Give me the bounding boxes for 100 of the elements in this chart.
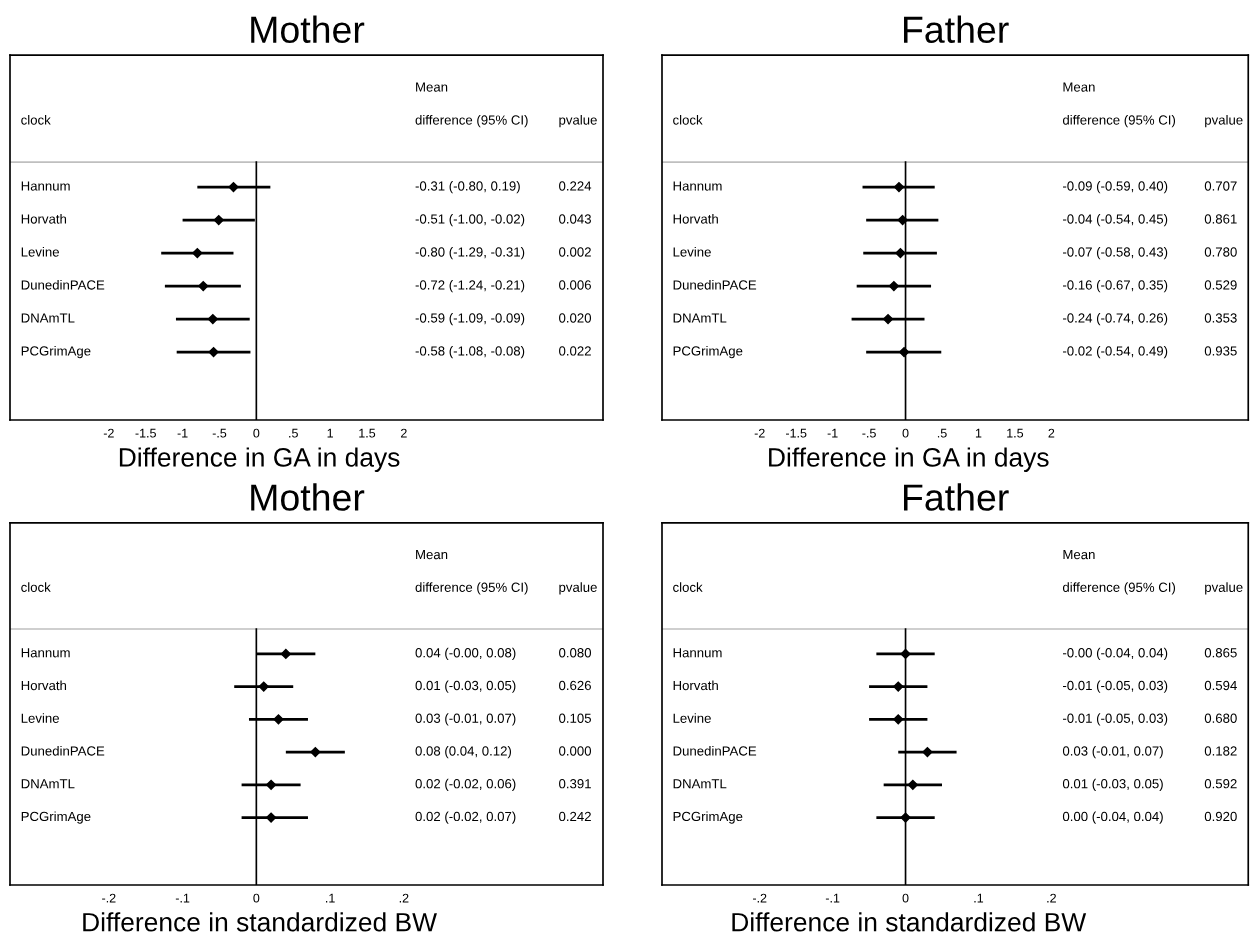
x-tick-label: -2 xyxy=(103,428,114,438)
chart-title: Father xyxy=(904,483,1009,511)
point xyxy=(208,346,219,358)
chart-title: Mother xyxy=(251,15,365,44)
category-label: Hannum xyxy=(21,181,70,191)
category-label: DunedinPACE xyxy=(673,745,757,756)
point xyxy=(907,779,918,790)
chart-title: Mother xyxy=(251,483,365,511)
annotation: 0.01 (-0.03, 0.05) xyxy=(415,680,516,693)
annotation: 0.022 xyxy=(559,346,591,356)
text: pvalue xyxy=(559,114,597,128)
category-label: Hannum xyxy=(673,648,722,658)
text: Mean xyxy=(416,550,448,560)
annotation: 0.006 xyxy=(559,280,591,290)
annotation: -0.02 (-0.54, 0.49) xyxy=(1062,345,1168,359)
x-tick-label: -1.5 xyxy=(785,428,807,438)
annotation: -0.51 (-1.00, -0.02) xyxy=(415,213,525,227)
point xyxy=(900,812,911,823)
annotation: 0.00 (-0.04, 0.04) xyxy=(1062,811,1163,824)
annotation: 0.02 (-0.02, 0.06) xyxy=(415,778,516,791)
x-tick-label: -2 xyxy=(754,428,765,438)
category-label: PCGrimAge xyxy=(673,811,743,824)
x-tick-label: -1 xyxy=(177,428,188,438)
point xyxy=(893,714,904,725)
category-label: DunedinPACE xyxy=(673,279,757,290)
annotation: 0.020 xyxy=(559,313,592,323)
point xyxy=(258,681,269,692)
category-label: Hannum xyxy=(673,181,722,191)
category-label: Horvath xyxy=(21,213,67,224)
x-tick-label: -.1 xyxy=(825,893,840,903)
annotation: 0.03 (-0.01, 0.07) xyxy=(415,713,516,726)
x-tick-label: 0 xyxy=(902,428,909,438)
x-axis-title: Difference in GA in days xyxy=(769,447,1049,472)
annotation: 0.707 xyxy=(1204,181,1237,191)
text: pvalue xyxy=(1205,114,1243,128)
x-tick-label: 2 xyxy=(1048,428,1055,438)
annotation: -0.58 (-1.08, -0.08) xyxy=(415,345,525,359)
annotation: -0.80 (-1.29, -0.31) xyxy=(415,246,525,260)
annotation: 0.04 (-0.00, 0.08) xyxy=(415,647,516,661)
annotation: 0.935 xyxy=(1204,346,1237,356)
category-label: Levine xyxy=(673,246,711,257)
category-label: Levine xyxy=(21,713,59,723)
x-tick-label: .2 xyxy=(1047,893,1056,903)
category-label: DNAmTL xyxy=(21,779,75,789)
annotation: -0.31 (-0.80, 0.19) xyxy=(415,180,520,194)
point xyxy=(893,182,905,193)
point xyxy=(265,779,277,790)
x-axis-title: Difference in GA in days xyxy=(119,447,400,472)
x-tick-label: .1 xyxy=(326,893,335,903)
point xyxy=(882,313,894,325)
text: clock xyxy=(21,582,51,592)
category-label: PCGrimAge xyxy=(673,345,743,359)
x-tick-label: 1 xyxy=(975,428,982,438)
category-label: DunedinPACE xyxy=(21,745,105,756)
text: Mean xyxy=(416,82,448,92)
text: difference (95% CI) xyxy=(415,114,528,128)
annotation: -0.16 (-0.67, 0.35) xyxy=(1062,279,1168,293)
x-tick-label: 0 xyxy=(253,428,260,438)
annotation: -0.07 (-0.58, 0.43) xyxy=(1062,246,1168,260)
chart-title: Father xyxy=(904,15,1009,44)
annotation: -0.59 (-1.09, -0.09) xyxy=(415,312,525,326)
category-label: Horvath xyxy=(673,213,718,224)
x-tick-label: -.2 xyxy=(102,893,116,903)
annotation: 0.920 xyxy=(1204,811,1237,822)
text: Mean xyxy=(1063,550,1095,560)
x-tick-label: .5 xyxy=(937,428,947,438)
text: difference (95% CI) xyxy=(415,582,528,595)
annotation: 0.08 (0.04, 0.12) xyxy=(415,745,512,759)
annotation: 0.03 (-0.01, 0.07) xyxy=(1062,745,1163,759)
category-label: DNAmTL xyxy=(21,313,75,323)
annotation: 0.780 xyxy=(1204,247,1237,257)
category-label: DunedinPACE xyxy=(21,279,105,290)
x-tick-label: -.1 xyxy=(175,893,190,903)
point xyxy=(922,746,933,758)
annotation: 0.105 xyxy=(559,713,591,723)
annotation: 0.592 xyxy=(1204,779,1237,789)
text: clock xyxy=(21,114,51,125)
annotation: -0.00 (-0.04, 0.04) xyxy=(1062,647,1168,661)
point xyxy=(310,746,321,758)
text: difference (95% CI) xyxy=(1062,114,1176,128)
annotation: 0.861 xyxy=(1204,214,1237,224)
category-label: Hannum xyxy=(21,648,70,658)
annotation: 0.529 xyxy=(1204,280,1237,290)
annotation: 0.182 xyxy=(1204,746,1237,756)
x-tick-label: -.2 xyxy=(752,893,767,903)
annotation: 0.01 (-0.03, 0.05) xyxy=(1062,778,1163,791)
x-tick-label: -1.5 xyxy=(135,428,156,438)
category-label: PCGrimAge xyxy=(21,811,91,824)
annotation: -0.04 (-0.54, 0.45) xyxy=(1062,213,1168,227)
annotation: -0.01 (-0.05, 0.03) xyxy=(1062,713,1168,726)
text: pvalue xyxy=(559,582,597,595)
x-tick-label: .2 xyxy=(399,893,409,903)
point xyxy=(273,714,284,725)
point xyxy=(192,247,203,259)
annotation: 0.680 xyxy=(1204,713,1237,723)
annotation: -0.24 (-0.74, 0.26) xyxy=(1062,312,1168,326)
annotation: 0.224 xyxy=(559,181,592,191)
category-label: Levine xyxy=(673,713,711,723)
x-tick-label: .1 xyxy=(974,893,984,903)
x-tick-label: 0 xyxy=(902,893,909,903)
